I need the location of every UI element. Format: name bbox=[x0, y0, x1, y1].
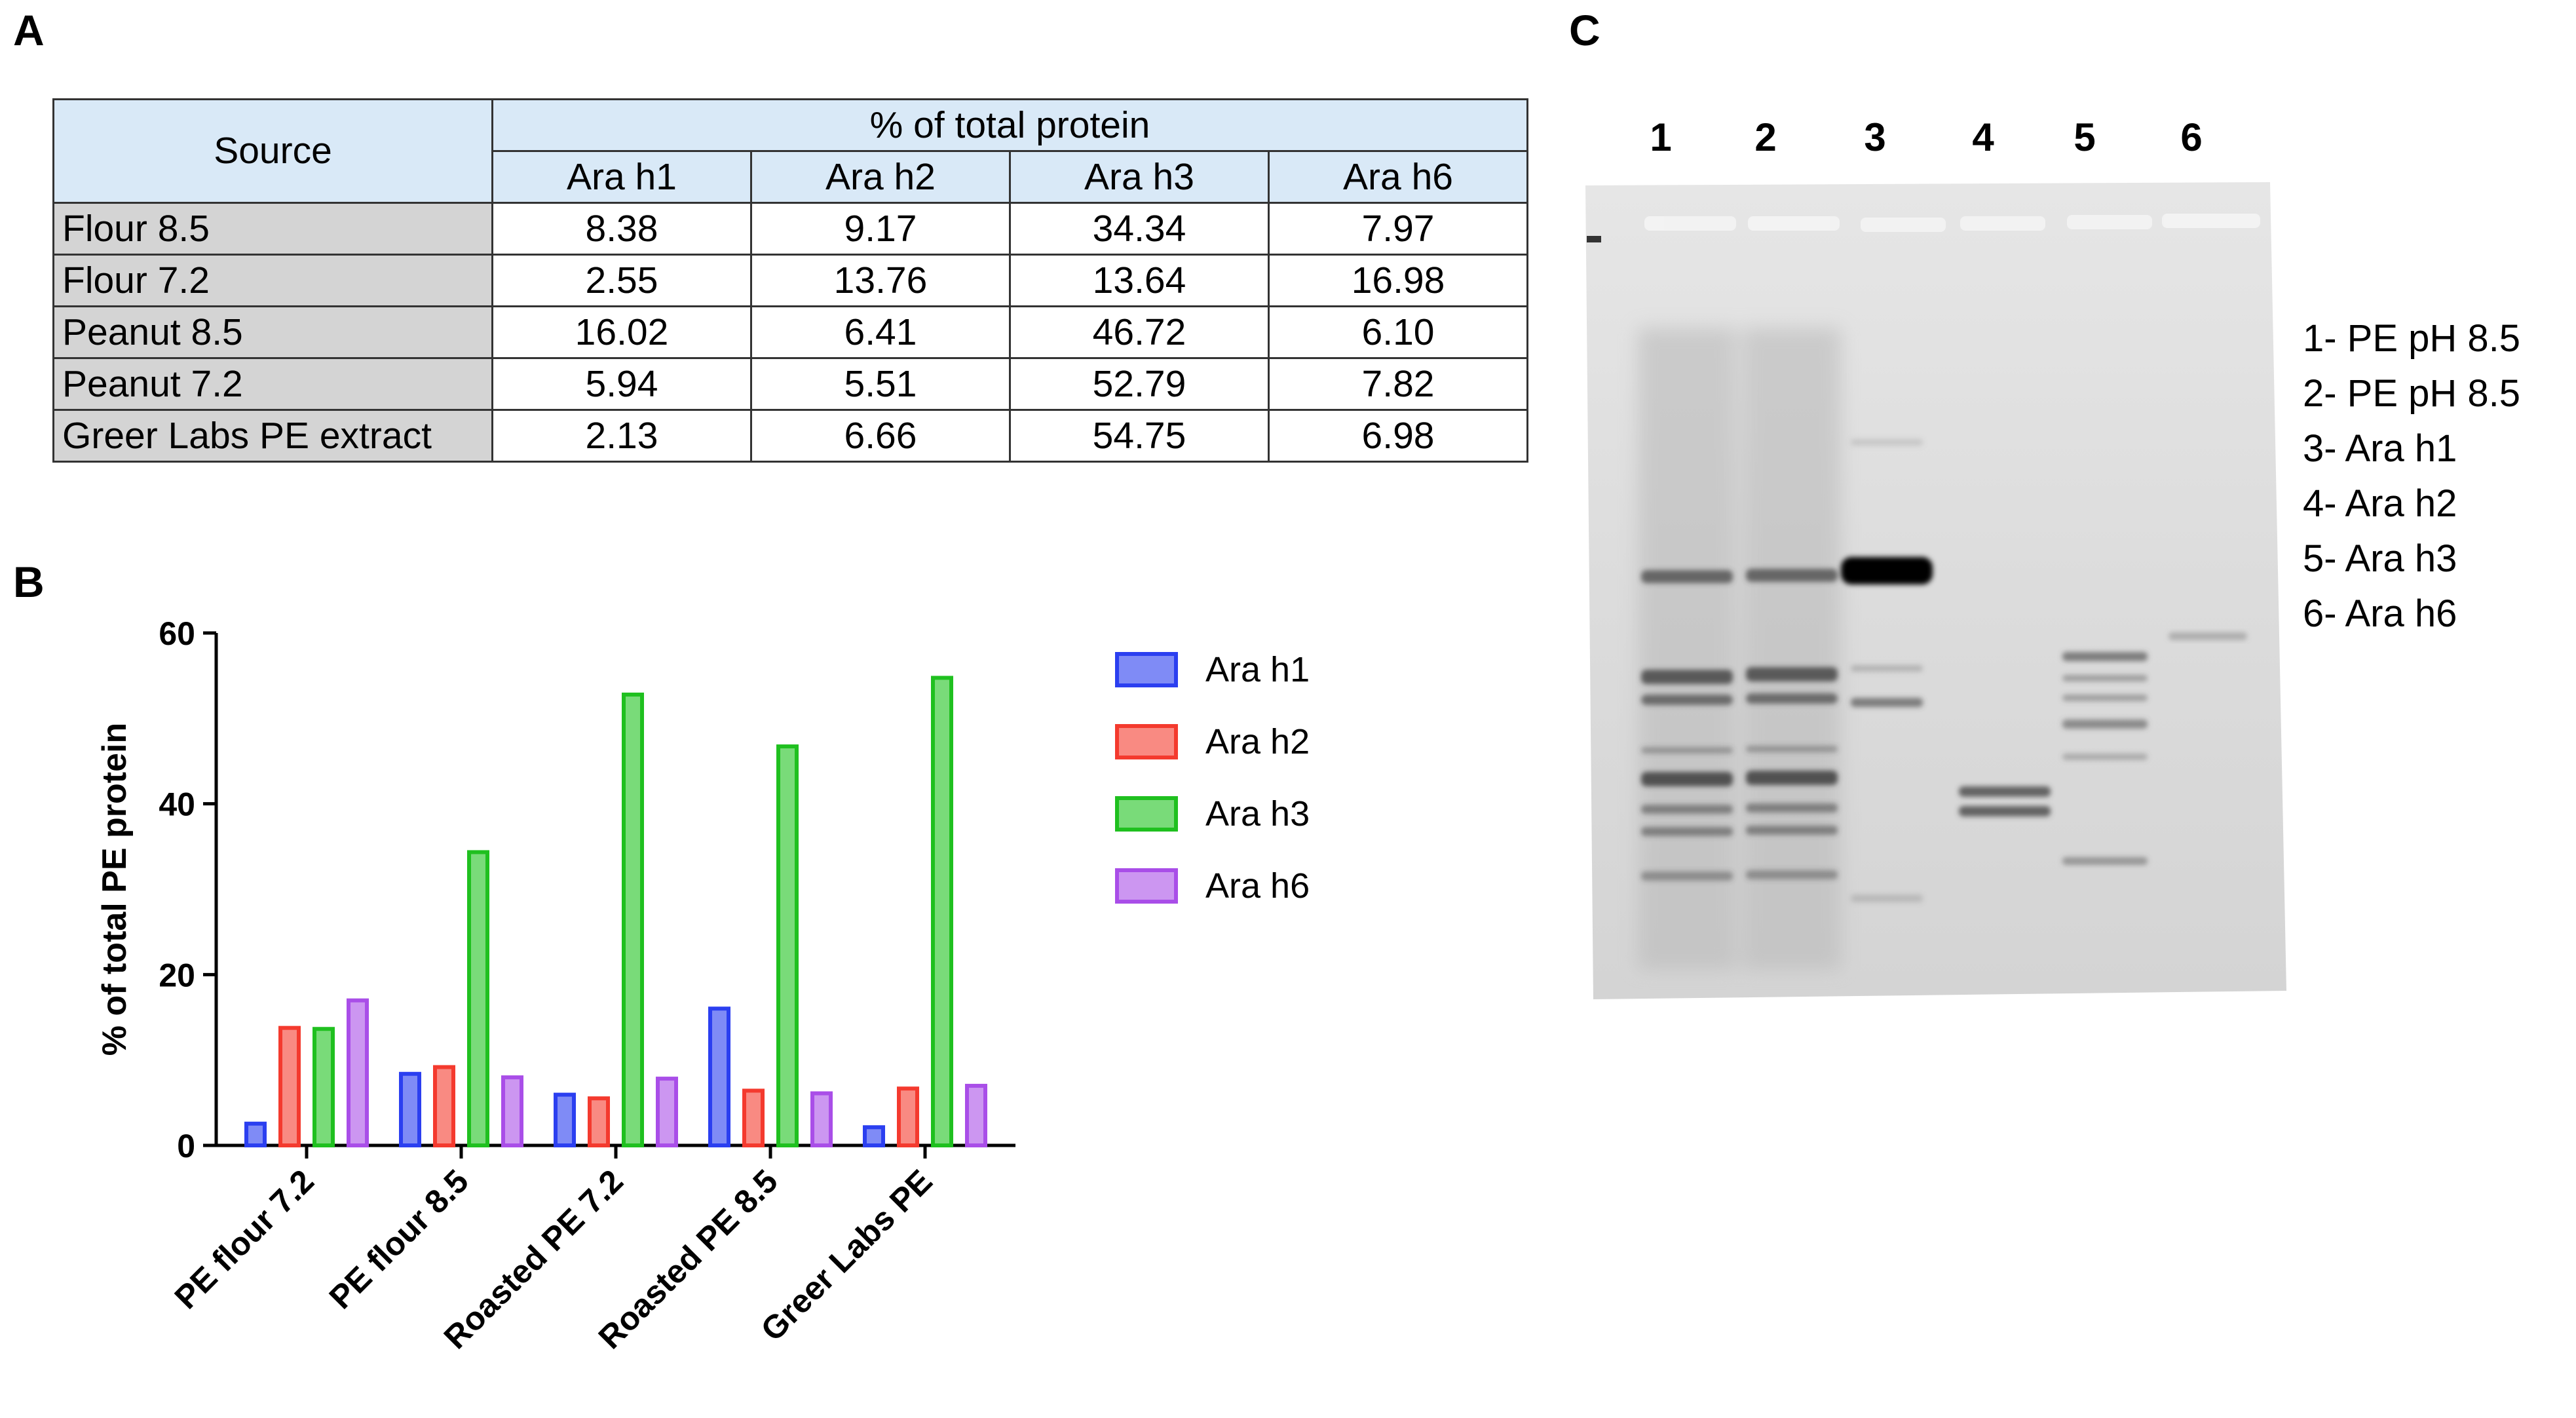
row-source: Greer Labs PE extract bbox=[52, 409, 493, 463]
table-row: Flour 7.2 2.55 13.76 13.64 16.98 bbox=[52, 254, 1529, 307]
y-tick-label: 20 bbox=[159, 957, 195, 993]
bar bbox=[622, 692, 644, 1147]
bar bbox=[656, 1077, 678, 1148]
table-subheader-row: Ara h1 Ara h2 Ara h3 Ara h6 bbox=[54, 150, 1529, 204]
bar bbox=[313, 1027, 335, 1148]
bar bbox=[776, 744, 799, 1148]
lane-key: 1- PE pH 8.5 2- PE pH 8.5 3- Ara h1 4- A… bbox=[2303, 311, 2520, 642]
bar bbox=[278, 1025, 301, 1147]
lane-key-item: 4- Ara h2 bbox=[2303, 482, 2457, 525]
table-row: Flour 8.5 8.38 9.17 34.34 7.97 bbox=[52, 202, 1529, 256]
column-header: Ara h6 bbox=[1267, 150, 1529, 204]
cell-value: 6.98 bbox=[1267, 409, 1529, 463]
lane-number: 5 bbox=[2074, 115, 2096, 159]
cell-value: 34.34 bbox=[1009, 202, 1270, 256]
legend-label: Ara h6 bbox=[1205, 866, 1310, 906]
cell-value: 54.75 bbox=[1009, 409, 1270, 463]
cell-value: 6.66 bbox=[750, 409, 1011, 463]
legend-label: Ara h3 bbox=[1205, 794, 1310, 834]
cell-value: 6.41 bbox=[750, 305, 1011, 359]
lane-number: 3 bbox=[1864, 115, 1886, 159]
table-row: Peanut 7.2 5.94 5.51 52.79 7.82 bbox=[52, 357, 1529, 411]
cell-value: 5.94 bbox=[491, 357, 752, 411]
lane-key-item: 2- PE pH 8.5 bbox=[2303, 372, 2521, 415]
bar bbox=[742, 1088, 765, 1148]
cell-value: 2.55 bbox=[491, 254, 752, 307]
x-tick-label: PE flour 7.2 bbox=[168, 1162, 321, 1316]
panel-label-b: B bbox=[13, 558, 45, 606]
bar bbox=[399, 1071, 421, 1147]
table-row: Peanut 8.5 16.02 6.41 46.72 6.10 bbox=[52, 305, 1529, 359]
cell-value: 13.64 bbox=[1009, 254, 1270, 307]
column-header: Ara h1 bbox=[491, 150, 752, 204]
panel-label-a: A bbox=[13, 6, 45, 54]
y-tick-label: 60 bbox=[159, 615, 195, 652]
legend-label: Ara h2 bbox=[1205, 722, 1310, 761]
protein-table: Source % of total protein Ara h1 Ara h2 … bbox=[52, 98, 1529, 463]
cell-value: 13.76 bbox=[750, 254, 1011, 307]
bar bbox=[810, 1091, 833, 1147]
lane-number: 1 bbox=[1650, 115, 1672, 159]
bar bbox=[501, 1075, 523, 1147]
cell-value: 5.51 bbox=[750, 357, 1011, 411]
legend-swatch bbox=[1115, 796, 1178, 832]
legend-label: Ara h1 bbox=[1205, 650, 1310, 689]
cell-value: 6.10 bbox=[1267, 305, 1529, 359]
gel-image bbox=[1585, 182, 2286, 999]
cell-value: 7.82 bbox=[1267, 357, 1529, 411]
legend-swatch bbox=[1115, 724, 1178, 759]
legend-swatch bbox=[1115, 652, 1178, 687]
bar bbox=[554, 1092, 576, 1147]
bar bbox=[433, 1065, 455, 1147]
row-source: Flour 8.5 bbox=[52, 202, 493, 256]
bar-chart: 0 20 40 60 % of total PE protein PE flour 7.2… bbox=[96, 615, 1310, 1356]
bar bbox=[965, 1084, 987, 1148]
cell-value: 52.79 bbox=[1009, 357, 1270, 411]
bar bbox=[708, 1006, 730, 1147]
panel-label-c: C bbox=[1569, 6, 1601, 54]
cell-value: 9.17 bbox=[750, 202, 1011, 256]
cell-value: 2.13 bbox=[491, 409, 752, 463]
column-header: Ara h3 bbox=[1009, 150, 1270, 204]
bar bbox=[467, 850, 489, 1147]
cell-value: 16.02 bbox=[491, 305, 752, 359]
bar bbox=[897, 1086, 919, 1147]
bar bbox=[863, 1125, 885, 1148]
row-source: Peanut 8.5 bbox=[52, 305, 493, 359]
y-tick-label: 0 bbox=[177, 1128, 195, 1164]
bar bbox=[244, 1121, 267, 1148]
table-row: Greer Labs PE extract 2.13 6.66 54.75 6.… bbox=[52, 409, 1529, 463]
legend-swatch bbox=[1115, 868, 1178, 904]
lane-number: 4 bbox=[1972, 115, 1994, 159]
column-header: Ara h2 bbox=[750, 150, 1011, 204]
lane-key-item: 3- Ara h1 bbox=[2303, 427, 2457, 470]
y-tick-label: 40 bbox=[159, 786, 195, 823]
lane-key-item: 1- PE pH 8.5 bbox=[2303, 317, 2521, 360]
bar bbox=[347, 998, 369, 1147]
table-header-row: Source % of total protein bbox=[52, 98, 1529, 204]
x-tick-label: PE flour 8.5 bbox=[322, 1162, 476, 1316]
source-header: Source bbox=[52, 98, 493, 204]
lane-number: 2 bbox=[1754, 115, 1777, 159]
lane-key-item: 6- Ara h6 bbox=[2303, 592, 2457, 635]
lane-key-item: 5- Ara h3 bbox=[2303, 537, 2457, 580]
row-source: Peanut 7.2 bbox=[52, 357, 493, 411]
bar bbox=[588, 1096, 610, 1148]
lane-number: 6 bbox=[2180, 115, 2203, 159]
bar bbox=[931, 676, 953, 1148]
group-header: % of total protein bbox=[491, 98, 1529, 152]
cell-value: 16.98 bbox=[1267, 254, 1529, 307]
cell-value: 7.97 bbox=[1267, 202, 1529, 256]
y-axis-label: % of total PE protein bbox=[96, 723, 134, 1056]
cell-value: 46.72 bbox=[1009, 305, 1270, 359]
cell-value: 8.38 bbox=[491, 202, 752, 256]
row-source: Flour 7.2 bbox=[52, 254, 493, 307]
